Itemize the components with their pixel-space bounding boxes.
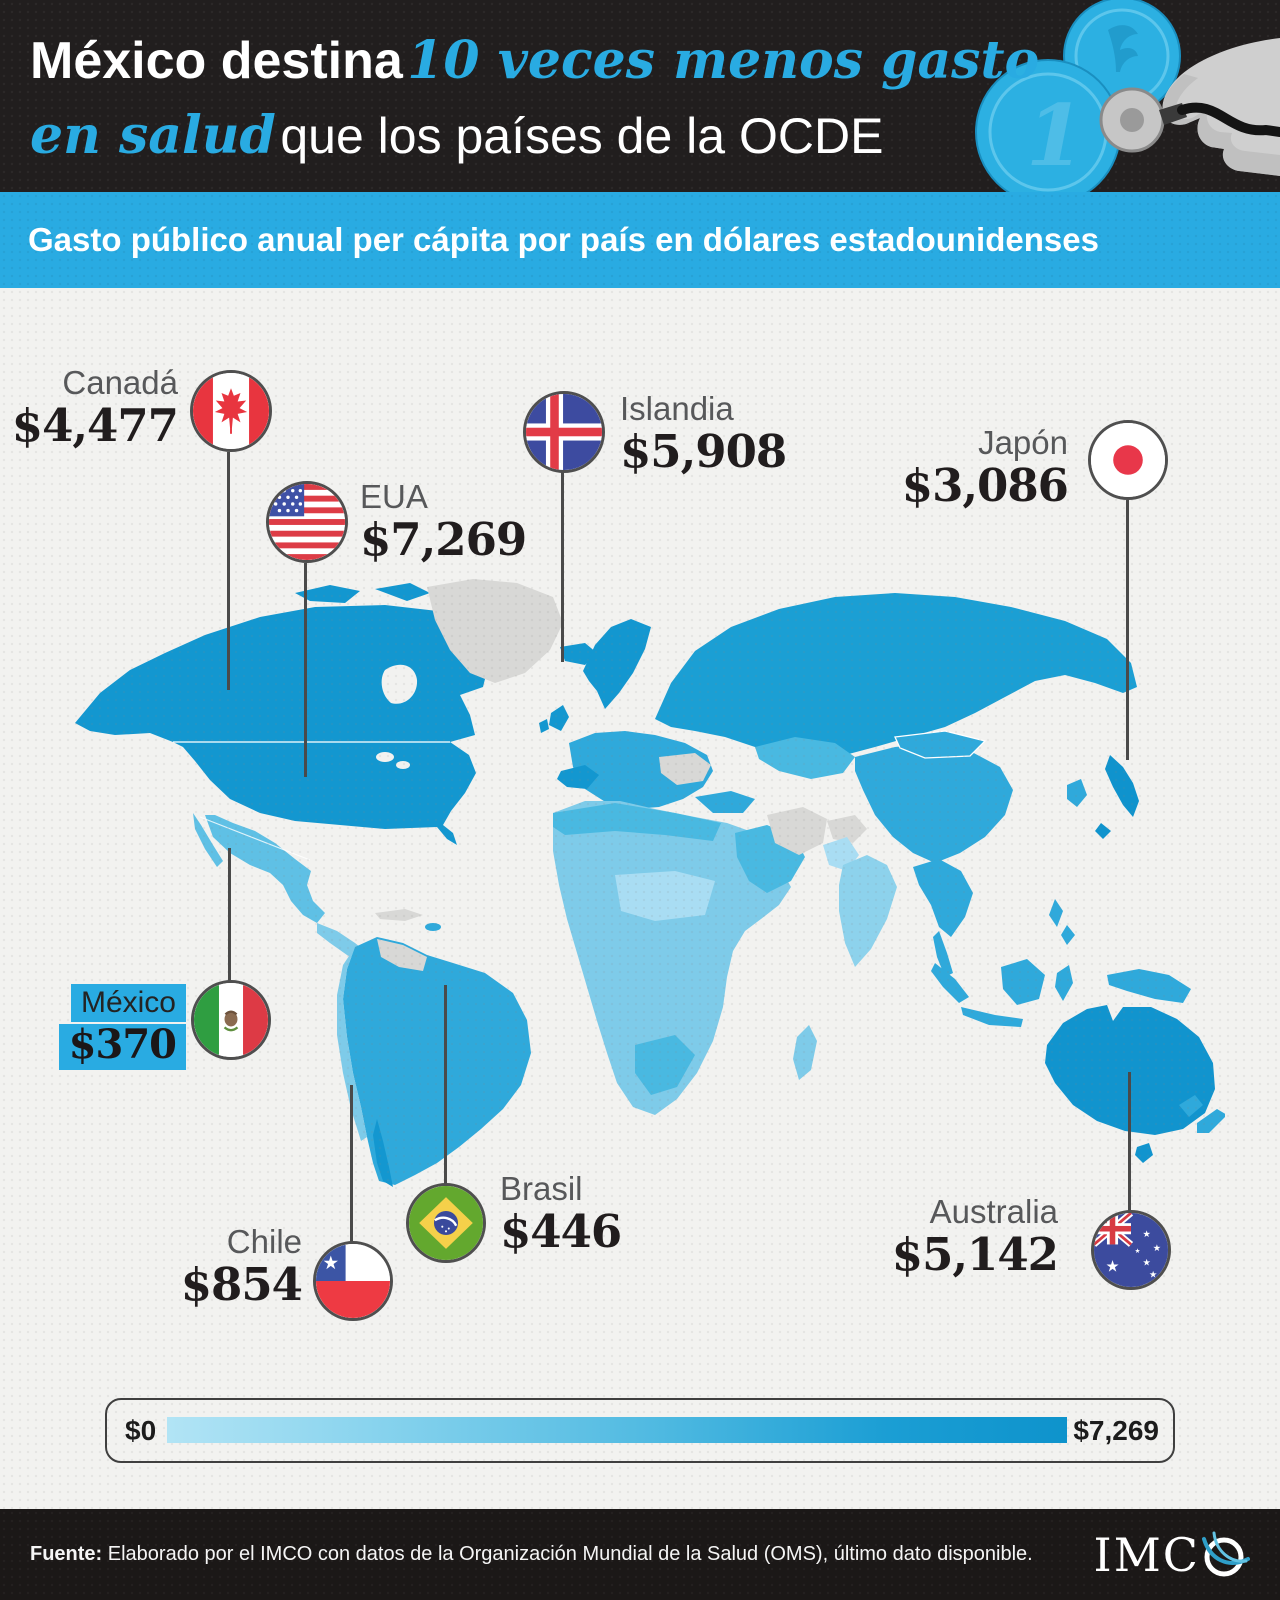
title-part-blue-1: 10 veces menos gasto [407, 30, 1040, 91]
japon-pin-line [1126, 500, 1129, 760]
imco-logo-o-icon [1202, 1531, 1250, 1576]
australia-label: Australia $5,142 [848, 1193, 1059, 1281]
page-title: México destina 10 veces menos gasto en s… [30, 30, 1039, 180]
mexico-pin-line [228, 848, 231, 982]
australia-pin-line [1128, 1072, 1131, 1212]
country-value: $7,269 [360, 513, 527, 566]
country-value: $3,086 [901, 459, 1069, 512]
canada-pin-line [227, 452, 230, 690]
svg-text:1: 1 [1026, 86, 1084, 185]
flag-brazil-icon [406, 1183, 486, 1263]
country-value: $5,908 [620, 425, 787, 478]
country-name-highlighted: México [70, 984, 186, 1022]
source-note: Fuente: Elaborado por el IMCO con datos … [30, 1543, 1033, 1566]
country-name: Japón [978, 424, 1068, 461]
legend-min-label: $0 [125, 1414, 157, 1446]
country-value: $446 [500, 1205, 622, 1258]
subtitle-text: Gasto público anual per cápita por país … [28, 221, 1099, 258]
flag-iceland-icon [523, 391, 605, 473]
country-name: Brasil [500, 1170, 583, 1207]
brasil-pin-line [444, 985, 447, 1185]
source-label: Fuente: [30, 1543, 103, 1565]
svg-text:★: ★ [1143, 1229, 1151, 1240]
world-map [75, 579, 1225, 1187]
svg-text:★: ★ [1105, 1256, 1119, 1275]
legend-max-label: $7,269 [1073, 1414, 1159, 1446]
flag-canada-icon [190, 370, 272, 452]
legend-gradient-bar [167, 1417, 1067, 1443]
svg-text:★: ★ [1149, 1270, 1157, 1281]
color-scale-legend: $0 $7,269 [105, 1398, 1175, 1463]
country-name: EUA [360, 478, 428, 515]
source-text: Elaborado por el IMCO con datos de la Or… [102, 1543, 1033, 1565]
country-name: Canadá [62, 364, 178, 401]
svg-text:★: ★ [1143, 1258, 1151, 1269]
title-part-white-1: México destina [30, 32, 403, 90]
svg-text:★: ★ [323, 1253, 340, 1274]
country-value-highlighted: $370 [58, 1024, 186, 1070]
flag-australia-icon: ★ ★ ★ ★ ★ ★ [1091, 1210, 1171, 1290]
chile-pin-line [350, 1085, 353, 1243]
eua-label: EUA $7,269 [360, 478, 580, 565]
map-canvas: Canadá $4,477 [0, 288, 1280, 1509]
coins-stethoscope-illustration: 1 [975, 0, 1280, 192]
imco-logo: IMC [1094, 1529, 1250, 1581]
svg-text:★: ★ [1153, 1243, 1161, 1254]
title-part-white-2: que los países de la OCDE [280, 108, 884, 164]
flag-mexico-icon [191, 980, 271, 1060]
flag-chile-icon: ★ [313, 1241, 393, 1321]
imco-logo-letters: IMC [1093, 1527, 1200, 1582]
country-name: Chile [226, 1223, 302, 1260]
country-name: Islandia [620, 390, 734, 427]
country-value: $5,142 [891, 1228, 1059, 1281]
svg-text:★: ★ [1135, 1247, 1141, 1255]
footer: Fuente: Elaborado por el IMCO con datos … [0, 1509, 1280, 1600]
islandia-pin-line [561, 472, 564, 662]
flag-japan-icon [1088, 420, 1168, 500]
country-name: Australia [929, 1193, 1058, 1230]
brasil-label: Brasil $446 [500, 1170, 720, 1257]
flag-usa-icon [266, 481, 348, 563]
canada-label: Canadá $4,477 [8, 364, 179, 452]
title-part-blue-2: en salud [30, 105, 276, 166]
subtitle-bar: Gasto público anual per cápita por país … [0, 192, 1280, 288]
chile-label: Chile $854 [110, 1223, 303, 1311]
islandia-label: Islandia $5,908 [620, 390, 840, 477]
japon-label: Japón $3,086 [868, 424, 1069, 512]
country-value: $4,477 [11, 399, 179, 452]
header: México destina 10 veces menos gasto en s… [0, 0, 1280, 192]
country-value: $854 [180, 1258, 303, 1311]
mexico-label: México $370 [8, 984, 186, 1070]
eua-pin-line [304, 563, 307, 777]
